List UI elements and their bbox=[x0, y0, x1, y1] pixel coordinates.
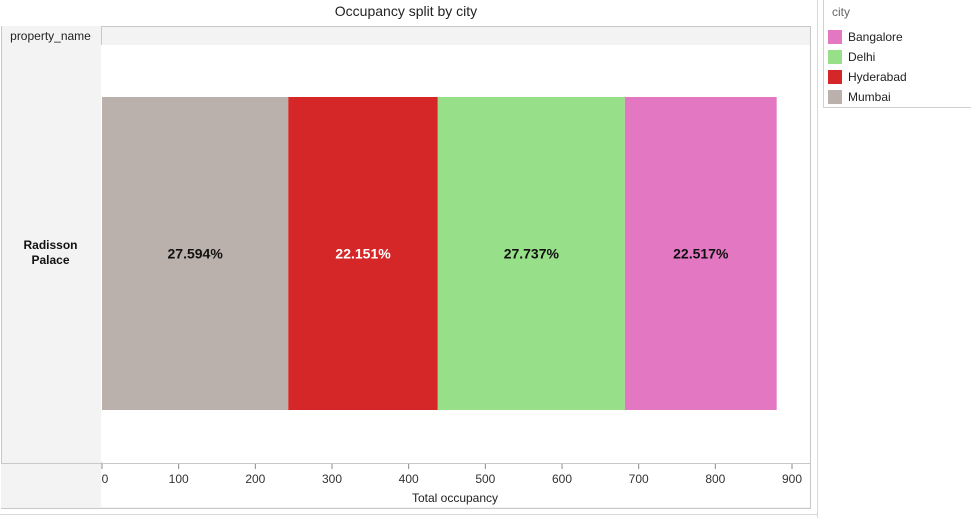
x-tick-label: 800 bbox=[705, 472, 725, 486]
x-tick-label: 0 bbox=[102, 472, 109, 486]
bar-segment-hyderabad[interactable] bbox=[288, 97, 438, 410]
x-axis-area bbox=[101, 464, 810, 507]
legend-title: city bbox=[832, 5, 850, 19]
category-label[interactable]: Radisson Palace bbox=[1, 238, 100, 268]
legend-label: Hyderabad bbox=[848, 70, 907, 84]
x-tick-label: 100 bbox=[169, 472, 189, 486]
x-tick-label: 900 bbox=[782, 472, 802, 486]
x-tick-label: 600 bbox=[552, 472, 572, 486]
legend-swatch bbox=[828, 30, 842, 44]
legend-item-bangalore[interactable]: Bangalore bbox=[828, 28, 968, 46]
data-label-hyderabad: 22.151% bbox=[335, 246, 391, 262]
x-tick-label: 300 bbox=[322, 472, 342, 486]
legend: city Bangalore Delhi Hyderabad Mumbai bbox=[823, 0, 971, 108]
legend-label: Delhi bbox=[848, 50, 876, 64]
chart-title: Occupancy split by city bbox=[334, 3, 478, 19]
data-label-layer: 27.594% 22.151% 27.737% 22.517% bbox=[168, 246, 729, 262]
data-label-bangalore: 22.517% bbox=[673, 246, 729, 262]
row-header-label: property_name bbox=[10, 29, 91, 43]
x-tick-label: 400 bbox=[399, 472, 419, 486]
legend-label: Mumbai bbox=[848, 90, 891, 104]
legend-swatch bbox=[828, 50, 842, 64]
bar-segment-delhi[interactable] bbox=[437, 97, 625, 410]
legend-swatch bbox=[828, 70, 842, 84]
row-header-column bbox=[1, 26, 102, 507]
legend-label: Bangalore bbox=[848, 30, 903, 44]
x-axis-ticks: 0 100 200 300 400 500 600 700 800 900 bbox=[101, 464, 802, 486]
legend-item-hyderabad[interactable]: Hyderabad bbox=[828, 68, 968, 86]
bar-segment-bangalore[interactable] bbox=[624, 97, 777, 410]
bar-layer bbox=[102, 97, 777, 410]
x-tick-label: 200 bbox=[245, 472, 265, 486]
category-label-line-1: Radisson bbox=[23, 238, 78, 252]
x-tick-label: 700 bbox=[629, 472, 649, 486]
legend-item-delhi[interactable]: Delhi bbox=[828, 48, 968, 66]
data-label-mumbai: 27.594% bbox=[168, 246, 224, 262]
x-tick-label: 500 bbox=[475, 472, 495, 486]
legend-item-mumbai[interactable]: Mumbai bbox=[828, 88, 968, 106]
bar-segment-mumbai[interactable] bbox=[102, 97, 289, 410]
plot-right-border bbox=[810, 26, 811, 508]
legend-swatch bbox=[828, 90, 842, 104]
data-label-delhi: 27.737% bbox=[504, 246, 560, 262]
panel-divider bbox=[817, 0, 818, 518]
category-label-line-2: Palace bbox=[31, 253, 70, 267]
bottom-rule bbox=[0, 514, 818, 515]
x-axis-title: Total occupancy bbox=[412, 491, 498, 505]
